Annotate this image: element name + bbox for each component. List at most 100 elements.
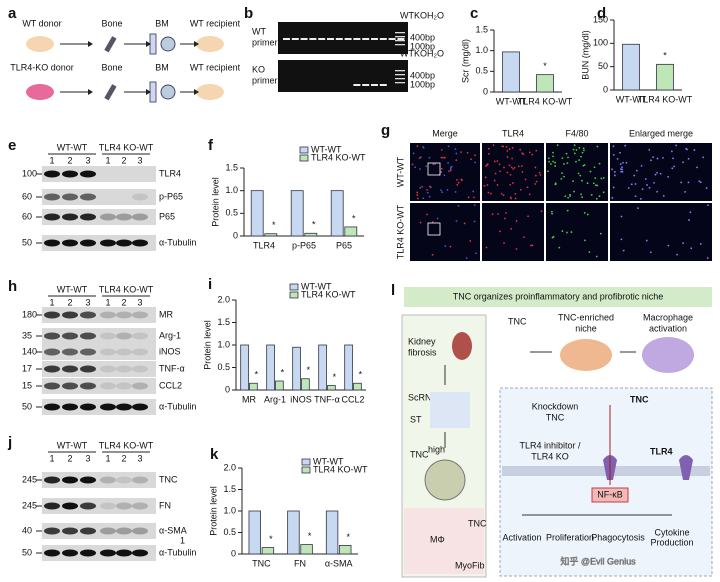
blot-band (116, 549, 132, 557)
label: Arg-1 (159, 330, 181, 340)
y-tick-label: 1.0 (475, 45, 488, 55)
dot (420, 156, 422, 158)
dot (467, 196, 470, 199)
dot (600, 177, 603, 180)
dot (419, 186, 422, 189)
label: WT recipient (190, 62, 241, 72)
dot (594, 177, 597, 180)
dot (512, 168, 515, 170)
legend-swatch (289, 283, 299, 291)
dot (595, 197, 598, 200)
blot-band (116, 476, 132, 484)
dot (573, 144, 576, 147)
dot (572, 180, 574, 183)
dot (686, 148, 688, 151)
watermark: 知乎 @Evil Genius (560, 555, 636, 566)
dot (534, 166, 537, 169)
dot (680, 181, 683, 184)
gel-band (291, 38, 299, 40)
panel-label: d (597, 5, 606, 22)
bar (300, 544, 313, 555)
blot-band (62, 332, 78, 340)
blot-band (80, 476, 96, 484)
panel-label: h (8, 278, 17, 295)
label: WT-WT (57, 284, 88, 294)
dot (425, 165, 428, 168)
x-tick-label: CCL2 (341, 394, 364, 404)
y-tick-label: 0.5 (225, 208, 238, 218)
blot (42, 235, 156, 251)
dot (598, 162, 601, 165)
dot (611, 196, 614, 199)
label: TLR4-KO donor (10, 62, 74, 72)
gel-band (300, 38, 308, 40)
dot (460, 151, 462, 154)
cell-icon (160, 36, 176, 52)
dot (682, 161, 684, 164)
blot-band (80, 170, 96, 178)
dot (563, 175, 565, 178)
dot (441, 191, 444, 194)
blot (42, 472, 156, 488)
dot (416, 145, 419, 148)
dot (417, 197, 419, 200)
gel-band (371, 84, 378, 86)
dot (510, 197, 512, 200)
label: FN (159, 500, 171, 510)
blot-band (100, 332, 116, 340)
dot (675, 144, 678, 147)
receptor-icon (679, 455, 693, 480)
dot (581, 151, 584, 154)
dot (682, 242, 684, 245)
y-tick-label: 0 (231, 548, 236, 558)
label: 3 (85, 155, 90, 165)
dot (581, 179, 583, 182)
blot-band (100, 382, 116, 390)
dot (698, 180, 701, 183)
dot (577, 172, 580, 175)
label: Kidney (408, 336, 436, 346)
dot (447, 161, 450, 164)
bar (339, 545, 352, 555)
blot-band (116, 239, 132, 247)
dot (622, 249, 625, 252)
legend-label: TLR4 KO-WT (313, 464, 368, 474)
significance: * (272, 220, 276, 230)
label: Knockdown (532, 401, 579, 411)
dot (515, 248, 518, 250)
inset-box (427, 222, 441, 236)
dot (621, 170, 624, 173)
dot (510, 166, 513, 169)
significance: * (269, 534, 273, 544)
dot (613, 170, 616, 173)
blot-band (100, 311, 116, 319)
label: TNC (630, 394, 649, 404)
dot (621, 166, 623, 169)
panel-label: e (8, 137, 16, 154)
arrow-head (146, 41, 151, 47)
dot (491, 213, 494, 215)
dot (455, 152, 458, 155)
dot (640, 164, 643, 167)
arrow-head (88, 89, 93, 95)
dot (567, 196, 570, 199)
label: 15 (22, 380, 32, 390)
y-tick-label: 0 (233, 230, 238, 240)
blot (42, 209, 156, 225)
blot-band (132, 311, 148, 319)
label: 2 (67, 453, 72, 463)
dot (586, 182, 589, 185)
dot (539, 174, 542, 176)
dot (702, 156, 705, 159)
bar (353, 382, 362, 391)
legend-label: TLR4 KO-WT (311, 152, 366, 162)
dot (588, 251, 591, 253)
dot (590, 194, 593, 196)
label: Proliferation (546, 532, 594, 542)
dot (517, 165, 520, 168)
dot (440, 189, 442, 192)
blot-band (80, 502, 96, 510)
dot (515, 220, 518, 222)
y-axis-label: Scr (mg/dl) (460, 39, 470, 83)
blot-band (44, 365, 60, 373)
